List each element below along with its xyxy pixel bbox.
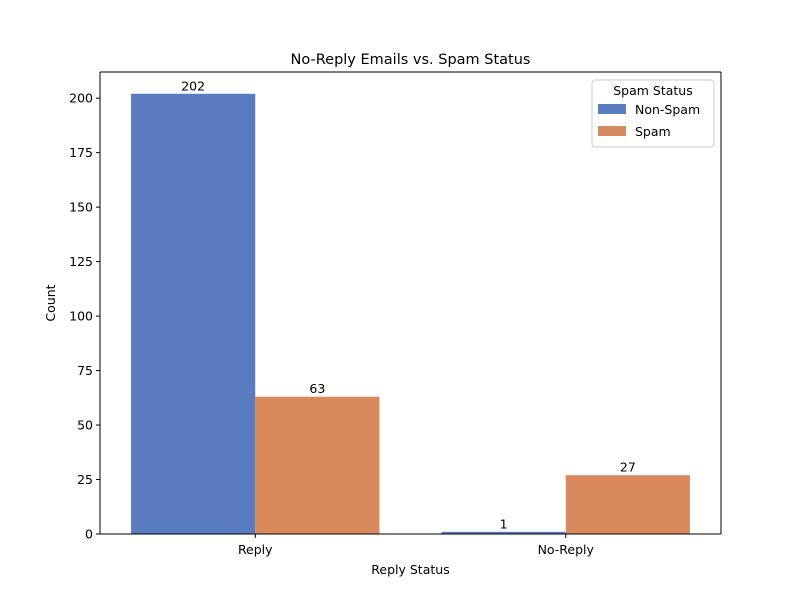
bar-value-label: 1 xyxy=(500,516,508,531)
y-tick-label: 75 xyxy=(77,363,93,378)
y-tick-label: 50 xyxy=(77,418,93,433)
y-tick-label: 150 xyxy=(69,200,93,215)
bar-value-label: 63 xyxy=(309,381,325,396)
bar-non-spam-no-reply xyxy=(441,531,566,534)
x-tick-label: Reply xyxy=(238,542,273,557)
x-tick-label: No-Reply xyxy=(538,542,595,557)
bar-spam-reply xyxy=(255,396,380,534)
legend: Spam Status Non-Spam Spam xyxy=(591,79,715,148)
x-axis-label: Reply Status xyxy=(371,562,449,577)
y-axis-label: Count xyxy=(43,284,58,321)
y-tick-label: 0 xyxy=(85,527,93,542)
bar-value-label: 202 xyxy=(181,78,205,93)
legend-entry-label: Spam xyxy=(635,124,671,139)
y-tick-label: 200 xyxy=(69,91,93,106)
legend-swatch xyxy=(598,104,626,114)
legend-entry-label: Non-Spam xyxy=(635,102,700,117)
bar-non-spam-reply xyxy=(131,93,256,534)
y-tick-label: 175 xyxy=(69,145,93,160)
legend-swatch xyxy=(598,126,626,136)
plot-area: 202 63 1 27 0 25 50 75 100 125 150 175 200 Reply No-Re… xyxy=(69,71,722,557)
y-tick-label: 25 xyxy=(77,472,93,487)
y-tick-label: 100 xyxy=(69,309,93,324)
bar-spam-no-reply xyxy=(565,475,690,534)
y-tick-label: 125 xyxy=(69,254,93,269)
chart-title: No-Reply Emails vs. Spam Status xyxy=(291,52,531,68)
legend-title: Spam Status xyxy=(613,83,693,98)
bar-value-label: 27 xyxy=(620,460,636,475)
